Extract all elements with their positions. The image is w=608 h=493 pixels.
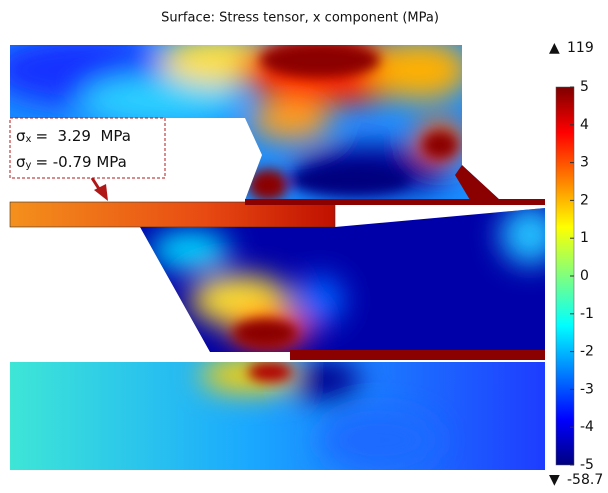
colorbar-tick-label: 1 (580, 230, 589, 246)
left-plate (10, 202, 335, 227)
max-marker: ▲ (549, 40, 560, 56)
upper-plate (245, 199, 545, 205)
min-label: -58.7 (567, 472, 603, 488)
colorbar-tick-label: -4 (580, 419, 594, 435)
colorbar-tick-label: 2 (580, 192, 589, 208)
chart-title: Surface: Stress tensor, x component (MPa… (161, 11, 439, 26)
colorbar-tick-label: -3 (580, 381, 594, 397)
colorbar-tick-label: -5 (580, 457, 594, 473)
colorbar-tick-label: 0 (580, 268, 589, 284)
colorbar-tick-label: 5 (580, 79, 589, 95)
min-marker: ▼ (549, 472, 560, 488)
chart: Surface: Stress tensor, x component (MPa… (0, 0, 608, 493)
colorbar-tick-label: -2 (580, 344, 594, 360)
colorbar-tick-label: 3 (580, 155, 589, 171)
colorbar-tick-label: -1 (580, 306, 594, 322)
lower-plate (290, 350, 545, 360)
bottom-domain (10, 357, 545, 470)
colorbar-tick-label: 4 (580, 117, 589, 133)
max-label: 119 (567, 40, 594, 56)
